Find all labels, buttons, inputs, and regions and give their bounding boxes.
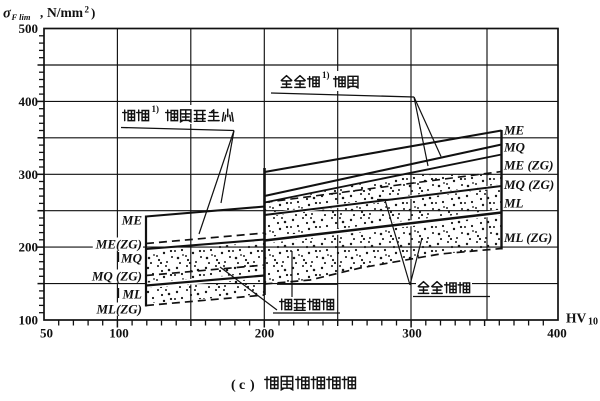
svg-text:1): 1) bbox=[152, 104, 160, 114]
svg-text:500: 500 bbox=[19, 21, 39, 36]
svg-text:300: 300 bbox=[19, 167, 39, 182]
svg-text:ML (ZG): ML (ZG) bbox=[503, 230, 552, 245]
svg-text:MQ: MQ bbox=[120, 251, 143, 266]
svg-text:300: 300 bbox=[402, 326, 422, 341]
svg-text:ME(ZG): ME(ZG) bbox=[95, 237, 142, 252]
svg-text:N/mm: N/mm bbox=[47, 5, 84, 20]
svg-text:ME: ME bbox=[503, 123, 525, 138]
svg-text:200: 200 bbox=[19, 240, 39, 255]
svg-text:MQ (ZG): MQ (ZG) bbox=[91, 269, 142, 284]
svg-text:50: 50 bbox=[40, 326, 53, 341]
svg-text:(: ( bbox=[231, 378, 236, 393]
svg-text:ME (ZG): ME (ZG) bbox=[503, 158, 553, 173]
svg-text:400: 400 bbox=[19, 94, 39, 109]
svg-text:1): 1) bbox=[322, 70, 330, 80]
svg-text:ML: ML bbox=[122, 287, 143, 302]
svg-text:MQ (ZG): MQ (ZG) bbox=[503, 177, 554, 192]
svg-text:ML(ZG): ML(ZG) bbox=[96, 302, 143, 317]
svg-text:): ) bbox=[250, 378, 255, 393]
svg-text:100: 100 bbox=[19, 313, 39, 328]
svg-text:c: c bbox=[239, 378, 245, 393]
svg-text:MQ: MQ bbox=[503, 140, 526, 155]
svg-text:400: 400 bbox=[547, 326, 567, 341]
svg-text:10: 10 bbox=[588, 317, 598, 328]
svg-text:ME: ME bbox=[121, 213, 143, 228]
svg-text:,: , bbox=[40, 5, 43, 20]
svg-text:σ: σ bbox=[3, 6, 12, 22]
svg-text:ML: ML bbox=[503, 196, 524, 211]
svg-text:): ) bbox=[91, 5, 95, 20]
svg-text:2: 2 bbox=[85, 5, 90, 15]
svg-text:F lim: F lim bbox=[11, 12, 31, 22]
svg-text:200: 200 bbox=[255, 326, 275, 341]
svg-text:100: 100 bbox=[109, 326, 129, 341]
svg-text:HV: HV bbox=[566, 311, 587, 326]
